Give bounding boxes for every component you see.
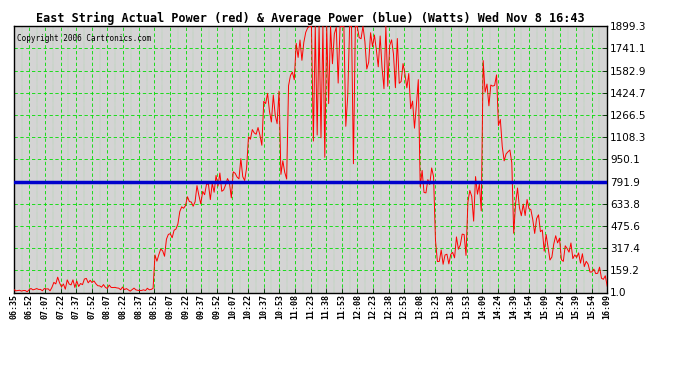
Title: East String Actual Power (red) & Average Power (blue) (Watts) Wed Nov 8 16:43: East String Actual Power (red) & Average… — [36, 12, 585, 25]
Text: Copyright 2006 Cartronics.com: Copyright 2006 Cartronics.com — [17, 34, 151, 43]
